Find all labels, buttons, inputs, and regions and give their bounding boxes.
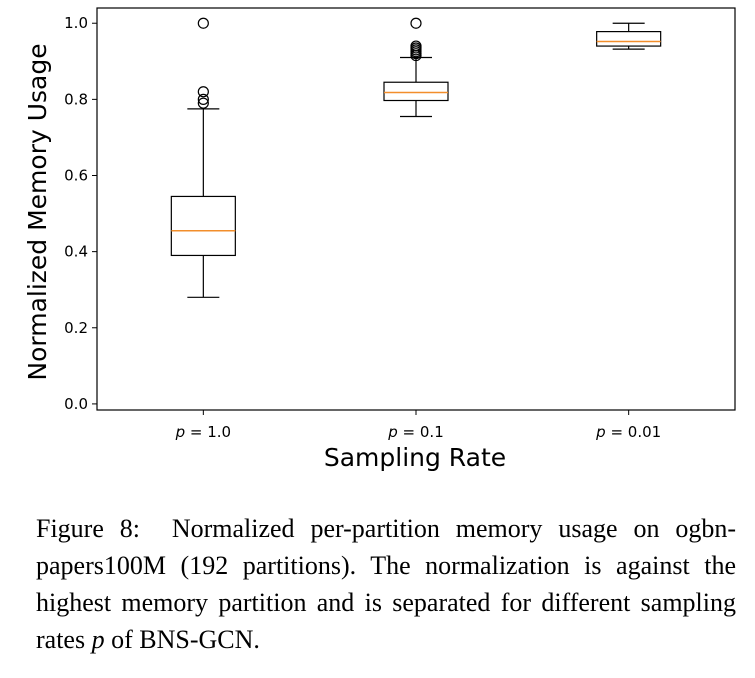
caption-text-end: of BNS-GCN. <box>104 625 260 654</box>
box <box>170 195 236 257</box>
y-tick-label: 0.2 <box>64 319 88 337</box>
y-tick-label: 1.0 <box>64 14 88 32</box>
y-tick-label: 0.8 <box>64 90 88 108</box>
x-tick-label: p = 0.01 <box>595 423 661 441</box>
figure-caption: Figure 8: Normalized per-partition memor… <box>36 510 736 658</box>
caption-label: Figure 8: <box>36 514 141 543</box>
x-tick-label: p = 1.0 <box>175 423 232 441</box>
outlier-point <box>197 17 209 29</box>
outlier-point <box>197 86 209 98</box>
outlier-point <box>197 97 209 109</box>
box-plot-chart: 0.0 0.2 0.4 0.6 0.8 1.0 p = 1.0 p = 0.1 p = 0.01… <box>23 7 736 472</box>
caption-text: Normalized per-partition memory usage on… <box>36 514 737 654</box>
outlier-point <box>410 40 422 52</box>
y-tick-label: 0.0 <box>64 395 88 413</box>
plot-area: 0.0 0.2 0.4 0.6 0.8 1.0 p = 1.0 p = 0.1 p = 0.01 <box>64 7 736 441</box>
outlier-point <box>197 93 209 105</box>
x-tick-label: p = 0.1 <box>387 423 444 441</box>
y-axis-title: Normalized Memory Usage <box>23 43 52 380</box>
outlier-point <box>410 17 422 29</box>
x-axis-title: Sampling Rate <box>324 443 506 472</box>
caption-variable: p <box>91 625 105 654</box>
box <box>596 31 662 47</box>
y-tick-label: 0.4 <box>64 243 88 261</box>
box <box>383 81 449 102</box>
y-tick-label: 0.6 <box>64 167 88 185</box>
